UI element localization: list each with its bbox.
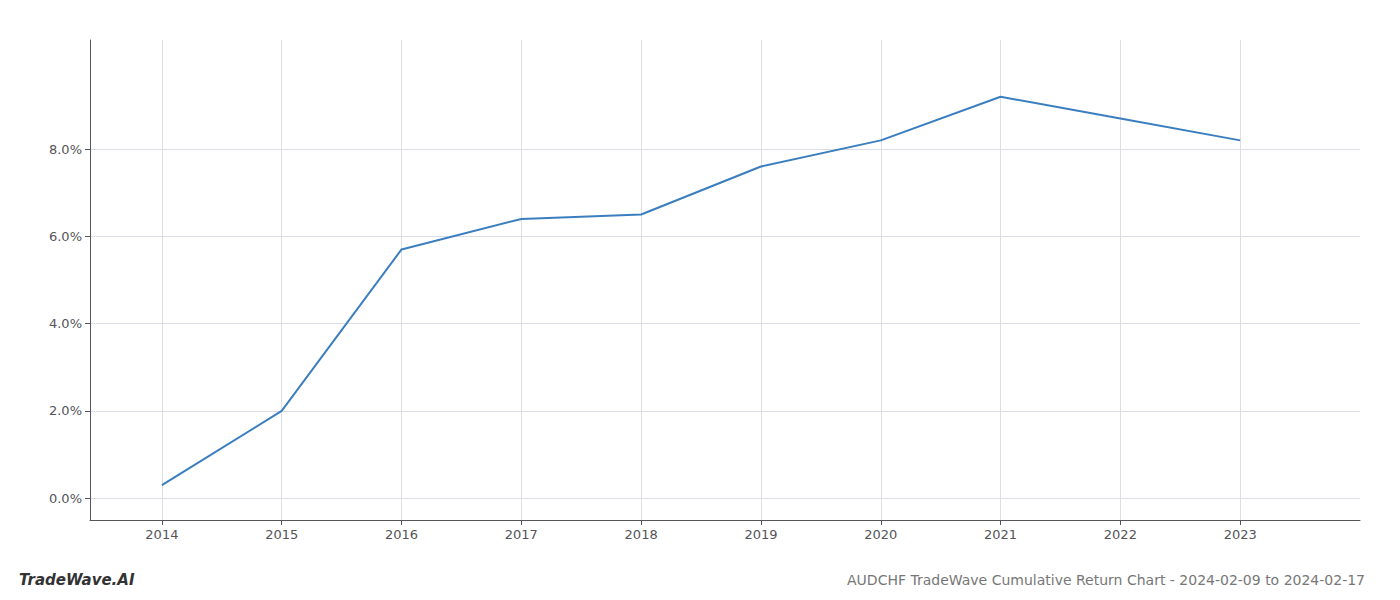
svg-text:TradeWave.AI: TradeWave.AI <box>19 571 135 589</box>
svg-text:2018: 2018 <box>625 527 658 542</box>
svg-text:0.0%: 0.0% <box>49 491 82 506</box>
svg-text:AUDCHF TradeWave Cumulative Re: AUDCHF TradeWave Cumulative Return Chart… <box>847 572 1365 588</box>
svg-text:2014: 2014 <box>145 527 178 542</box>
svg-text:2022: 2022 <box>1104 527 1137 542</box>
svg-text:2.0%: 2.0% <box>49 403 82 418</box>
svg-text:8.0%: 8.0% <box>49 142 82 157</box>
svg-text:2017: 2017 <box>505 527 538 542</box>
svg-text:2023: 2023 <box>1224 527 1257 542</box>
svg-text:2016: 2016 <box>385 527 418 542</box>
svg-text:2015: 2015 <box>265 527 298 542</box>
svg-text:6.0%: 6.0% <box>49 229 82 244</box>
svg-text:2021: 2021 <box>984 527 1017 542</box>
svg-text:2020: 2020 <box>864 527 897 542</box>
svg-text:2019: 2019 <box>744 527 777 542</box>
svg-text:4.0%: 4.0% <box>49 316 82 331</box>
